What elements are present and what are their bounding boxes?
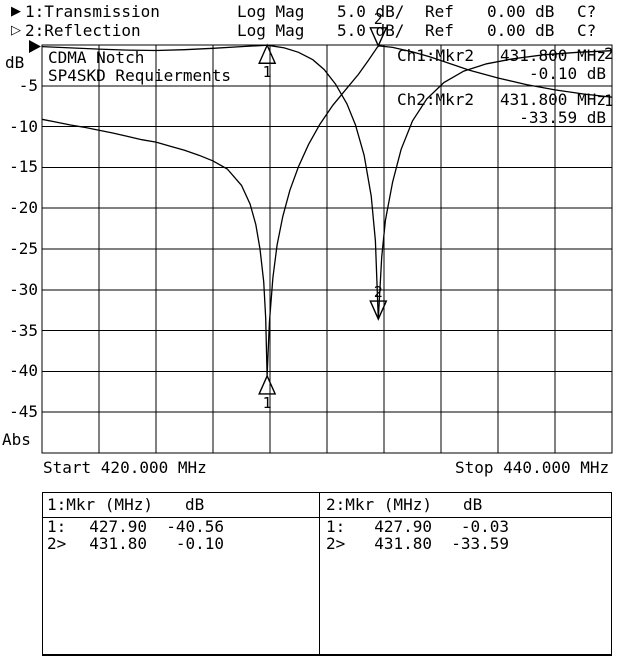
ch1-marker-readout-freq: 431.800 MHz (500, 46, 606, 65)
y-axis-tick-label: -40 (9, 361, 38, 381)
marker-db: -33.59 (451, 534, 509, 553)
ch2-marker-readout-freq: 431.800 MHz (500, 90, 606, 109)
y-axis-tick-label: -5 (18, 75, 38, 95)
marker-db: -0.03 (460, 517, 509, 536)
start-frequency-label: Start 420.000 MHz (43, 458, 207, 477)
y-axis-tick-label: -25 (9, 239, 38, 258)
y-axis-tick-label: -20 (9, 198, 38, 218)
y-axis-tick-label: -15 (9, 157, 38, 177)
marker-freq: 431.80 (374, 534, 432, 553)
marker-1-transmission-icon (258, 374, 277, 395)
y-axis-tick-label: -10 (9, 116, 38, 136)
marker-freq: 431.80 (89, 534, 147, 553)
marker-table-left-unit: dB (185, 495, 205, 514)
marker-2-reflection-icon (369, 300, 388, 321)
ch2-trace-name: 2:Reflection (25, 21, 141, 40)
marker-db: -40.56 (166, 517, 224, 536)
table-row: 2> 431.80 -0.10 (47, 535, 327, 552)
marker-2-number: 2 (374, 283, 383, 301)
ch1-format: Log Mag (237, 2, 305, 21)
marker-1-reflection-icon (258, 43, 277, 64)
y-axis-tick-label: -45 (9, 402, 38, 422)
y-axis-tick-label: -35 (9, 320, 38, 340)
marker-2-transmission-icon (369, 27, 388, 48)
ch2-ref-label: Ref (425, 21, 454, 40)
ch1-ref-label: Ref (425, 2, 454, 21)
trace2-end-label: 2 (604, 44, 614, 63)
marker-table-divider (319, 493, 320, 654)
marker-db: -0.10 (175, 534, 224, 553)
annotation-title-line1: CDMA Notch (48, 48, 145, 67)
marker-1-number: 1 (263, 394, 272, 412)
marker-table: 1:Mkr (MHz) dB 2:Mkr (MHz) dB 1: 427.90 … (42, 492, 612, 656)
ch1-ref-value: 0.00 dB (487, 2, 555, 21)
ch2-ref-value: 0.00 dB (487, 21, 555, 40)
table-row: 2> 431.80 -33.59 (326, 535, 606, 552)
ch1-marker-readout-value: -0.10 dB (528, 64, 606, 83)
ch2-format: Log Mag (237, 21, 305, 40)
ch1-marker-readout-label: Ch1:Mkr2 (397, 46, 475, 65)
ch1-scale: 5.0 dB/ (337, 2, 405, 21)
marker-table-left-title: 1:Mkr (MHz) (47, 495, 153, 514)
channel2-arrow-icon: ▷ (11, 23, 21, 38)
annotation-title-line2: SP4SKD Requierments (48, 66, 232, 85)
marker-freq: 427.90 (89, 517, 147, 536)
table-row: 1: 427.90 -0.03 (326, 518, 606, 535)
ch2-marker-readout-value: -33.59 dB (519, 108, 606, 127)
trace-transmission (41, 45, 613, 377)
marker-number: 2> (326, 534, 346, 553)
ch2-marker-readout-label: Ch2:Mkr2 (397, 90, 475, 109)
marker-2-number: 2 (374, 10, 383, 28)
trace-reflection (41, 44, 613, 320)
ch1-trace-name: 1:Transmission (25, 2, 160, 21)
ch2-correction-status: C? (577, 21, 597, 40)
stop-frequency-label: Stop 440.000 MHz (455, 458, 610, 477)
marker-table-header-separator (43, 517, 611, 518)
marker-table-right-title: 2:Mkr (MHz) (326, 495, 432, 514)
channel1-active-arrow-icon: ▶ (11, 4, 21, 19)
ch2-scale: 5.0 dB/ (337, 21, 405, 40)
marker-1-number: 1 (263, 63, 272, 81)
reference-level-arrow-icon (29, 40, 41, 53)
y-axis-unit-label: dB (5, 53, 25, 72)
marker-freq: 427.90 (374, 517, 432, 536)
y-axis-abs-label: Abs (2, 430, 31, 449)
marker-number: 1: (326, 517, 346, 536)
y-axis-tick-label: -30 (9, 279, 38, 299)
ch1-correction-status: C? (577, 2, 597, 21)
marker-number: 2> (47, 534, 67, 553)
trace1-end-label: 1 (604, 91, 614, 110)
marker-number: 1: (47, 517, 67, 536)
table-row: 1: 427.90 -40.56 (47, 518, 327, 535)
marker-table-right-unit: dB (463, 495, 483, 514)
